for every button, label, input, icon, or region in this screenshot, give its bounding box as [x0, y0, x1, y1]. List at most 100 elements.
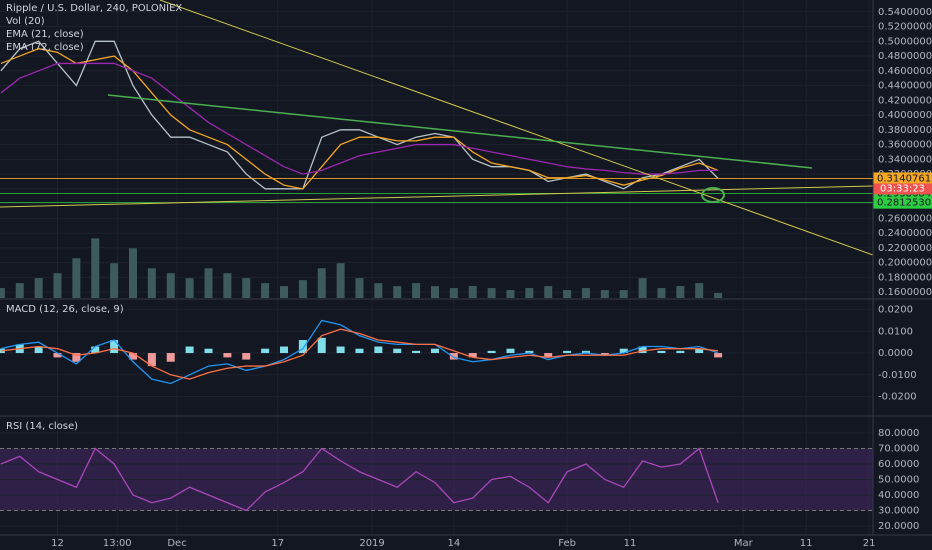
price-label-box — [873, 172, 932, 185]
indicator-label: EMA (72, close) — [6, 42, 84, 53]
volume-bar — [355, 278, 364, 298]
x-tick-label: 14 — [447, 538, 460, 549]
price-label-box — [873, 196, 932, 209]
y-tick-label: 30.0000 — [878, 506, 919, 517]
volume-bar — [0, 288, 5, 298]
histogram-bar — [374, 346, 383, 354]
histogram-bar — [355, 348, 364, 354]
histogram-bar — [279, 346, 288, 354]
volume-bar — [714, 293, 723, 298]
histogram-bar — [72, 353, 81, 362]
volume-bar — [72, 258, 81, 298]
y-tick-label: -0.0200 — [878, 392, 917, 403]
chart-title: Ripple / U.S. Dollar, 240, POLONIEX — [6, 3, 182, 14]
highlight-ellipse — [701, 187, 725, 203]
volume-bar — [393, 286, 402, 298]
histogram-bar — [619, 348, 628, 354]
drawings — [0, 0, 873, 256]
panel — [0, 309, 873, 398]
volume-bar — [53, 273, 62, 298]
volume-bar — [695, 283, 704, 298]
histogram-bar — [147, 353, 156, 367]
volume-bar — [110, 263, 119, 298]
volume-bar — [412, 283, 421, 298]
histogram-bar — [110, 340, 119, 354]
volume-bar — [147, 268, 156, 298]
volume-bar — [261, 283, 270, 298]
volume-bar — [34, 278, 43, 298]
countdown-label: 03:33:23 — [880, 183, 925, 194]
histogram-bar — [468, 353, 477, 358]
indicator-label: EMA (21, close) — [6, 29, 84, 40]
histogram-bar — [638, 346, 647, 354]
histogram-bar — [449, 353, 458, 360]
panel-title: MACD (12, 26, close, 9) — [6, 304, 124, 315]
histogram-bar — [563, 350, 572, 354]
histogram-bar — [430, 348, 439, 354]
histogram-bar — [544, 353, 553, 358]
volume-bar — [506, 290, 515, 298]
x-tick-label: 17 — [271, 538, 284, 549]
histogram-bar — [298, 340, 307, 354]
price-label: 0.28125305 — [877, 198, 932, 209]
x-tick-label: Mar — [734, 538, 754, 549]
histogram-bar — [166, 353, 175, 362]
volume-bar — [223, 273, 232, 298]
countdown-box — [873, 183, 932, 195]
histogram-bar — [185, 346, 194, 354]
volume-bar — [242, 278, 251, 298]
histogram-bar — [336, 346, 345, 354]
volume-bar — [657, 288, 666, 298]
volume-bar — [525, 288, 534, 298]
x-tick-label: 13:00 — [103, 538, 132, 549]
x-tick-label: 12 — [51, 538, 64, 549]
histogram-bar — [412, 350, 421, 354]
volume-bar — [468, 286, 477, 298]
y-tick-label: 0.0100 — [878, 326, 913, 337]
histogram-bar — [714, 353, 723, 358]
histogram-bar — [581, 350, 590, 354]
volume-bar — [544, 286, 553, 298]
volume-bar — [317, 268, 326, 298]
volume-bar — [128, 248, 137, 298]
x-tick-label: Feb — [558, 538, 576, 549]
histogram-bar — [695, 348, 704, 354]
y-tick-label: 0.0000 — [878, 348, 913, 359]
histogram-bar — [128, 353, 137, 360]
volume-bar — [336, 263, 345, 298]
y-tick-label: 60.0000 — [878, 459, 919, 470]
volume-bar — [449, 288, 458, 298]
volume-bar — [185, 278, 194, 298]
series-line — [0, 447, 719, 512]
histogram-bar — [487, 350, 496, 354]
histogram-bar — [393, 348, 402, 354]
histogram-bar — [34, 346, 43, 354]
volume-bar — [487, 288, 496, 298]
indicator-label: Vol (20) — [6, 16, 45, 27]
y-tick-label: 20.0000 — [878, 521, 919, 532]
volume-bar — [430, 286, 439, 298]
x-tick-label: 2019 — [359, 538, 384, 549]
histogram-bar — [525, 350, 534, 354]
histogram-bar — [242, 353, 251, 360]
volume-bar — [204, 268, 213, 298]
volume-bar — [581, 288, 590, 298]
y-tick-label: 70.0000 — [878, 443, 919, 454]
y-tick-label: 40.0000 — [878, 490, 919, 501]
x-tick-label: 11 — [800, 538, 813, 549]
volume-bar — [91, 238, 100, 298]
histogram-bar — [91, 346, 100, 354]
histogram-bar — [600, 353, 609, 356]
